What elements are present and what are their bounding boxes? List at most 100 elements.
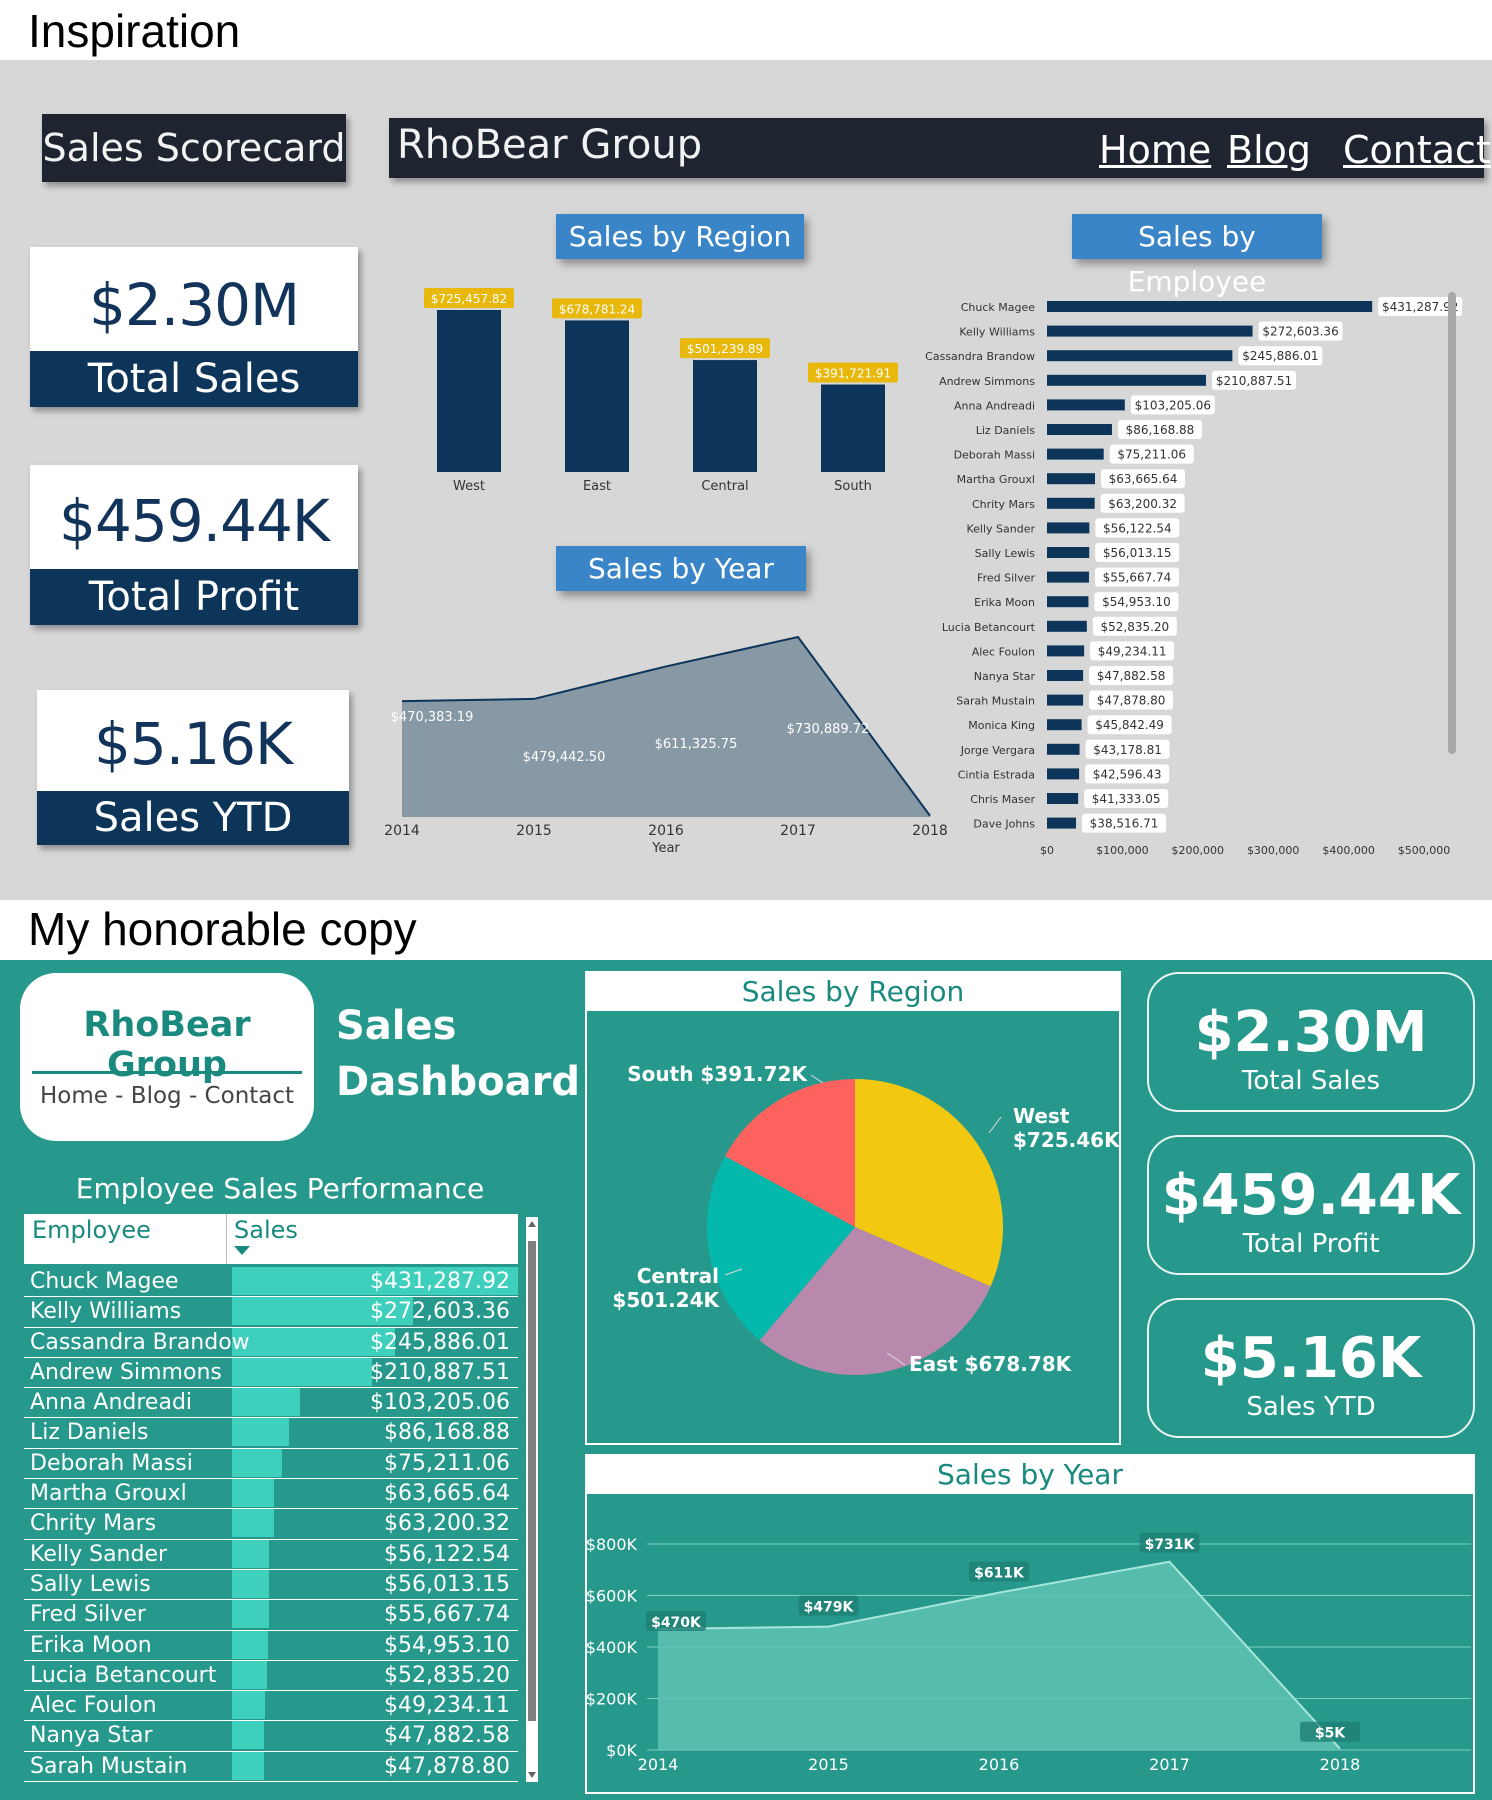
employee-name: Anna Andreadi — [954, 399, 1035, 412]
employee-bar — [1047, 719, 1082, 731]
table-row[interactable]: Erika Moon $54,953.10 — [24, 1630, 518, 1661]
employee-bar — [1047, 571, 1089, 583]
table-row[interactable]: Nanya Star $47,882.58 — [24, 1721, 518, 1752]
x-tick-label: $200,000 — [1172, 844, 1225, 857]
scroll-up-icon[interactable] — [528, 1221, 536, 1227]
data-label-bg — [1130, 395, 1215, 415]
data-label: $611K — [974, 1566, 1025, 1582]
kpi-total-sales: $2.30M Total Sales — [30, 247, 358, 407]
year-area — [402, 637, 930, 817]
kpi-sales-ytd: $5.16K Sales YTD — [37, 690, 349, 845]
sales-amount: $75,211.06 — [384, 1450, 510, 1476]
data-label: $38,516.71 — [1090, 817, 1159, 831]
region-bar — [821, 384, 885, 472]
employee-bar — [1047, 350, 1233, 362]
table-row[interactable]: Alec Foulon $49,234.11 — [24, 1691, 518, 1722]
x-tick-label: $500,000 — [1398, 844, 1451, 857]
employee-name: Martha Grouxl — [957, 473, 1035, 486]
table-row[interactable]: Chuck Magee $431,287.92 — [24, 1267, 518, 1298]
table-row[interactable]: Liz Daniels $86,168.88 — [24, 1418, 518, 1449]
data-label: $678,781.24 — [559, 302, 635, 316]
data-label-bg — [1258, 321, 1343, 341]
data-label: $56,013.15 — [1103, 546, 1172, 560]
copy-caption: My honorable copy — [28, 903, 417, 955]
employee-name: Liz Daniels — [976, 424, 1036, 437]
sales-amount: $63,665.64 — [384, 1481, 510, 1507]
scroll-down-icon[interactable] — [528, 1772, 536, 1778]
sales-bar — [232, 1327, 396, 1356]
brand-name: RhoBear Group — [397, 122, 703, 168]
brand-name: RhoBear Group — [83, 1005, 251, 1085]
data-label-bg — [798, 1595, 859, 1616]
column-header-employee[interactable]: Employee — [32, 1216, 151, 1244]
employee-bar — [1047, 645, 1085, 657]
employee-bar — [1047, 694, 1084, 706]
scrollbar[interactable] — [1448, 292, 1456, 754]
table-row[interactable]: Cassandra Brandow $245,886.01 — [24, 1327, 518, 1358]
data-label-bg — [1117, 420, 1202, 439]
kpi-value: $459.44K — [1161, 1163, 1461, 1228]
column-header-sales[interactable]: Sales — [234, 1216, 298, 1244]
table-row[interactable]: Deborah Massi $75,211.06 — [24, 1448, 518, 1480]
employee-table-title: Employee Sales Performance — [75, 1172, 485, 1205]
table-row[interactable]: Kelly Sander $56,122.54 — [24, 1539, 518, 1570]
kpi-label: Sales YTD — [37, 791, 349, 845]
employee-bar — [1047, 743, 1080, 755]
x-tick-label: $0 — [1040, 844, 1054, 857]
data-label: $42,596.43 — [1093, 767, 1162, 781]
data-label-bg — [1090, 641, 1175, 661]
region-pie-panel: Sales by Region West $725.46K East $678.78… — [585, 971, 1121, 1445]
inspiration-dashboard: Sales Scorecard RhoBear Group Home Blog … — [0, 60, 1492, 900]
region-bar — [693, 360, 757, 472]
kpi-value: $5.16K — [1200, 1326, 1422, 1391]
data-label: $730,889.72 — [787, 722, 870, 737]
data-label-bg — [808, 362, 898, 383]
kpi-value: $459.44K — [59, 487, 330, 555]
employee-bar-chart: Chuck Magee $431,287.92 Kelly Williams $272… — [925, 297, 1463, 857]
table-row[interactable]: Anna Andreadi $103,205.06 — [24, 1388, 518, 1419]
year-chart-title: Sales by Year — [556, 546, 806, 591]
data-label-bg — [424, 288, 514, 308]
data-label-bg — [1109, 444, 1194, 464]
table-scrollbar[interactable] — [526, 1217, 538, 1782]
employee-bar — [1047, 817, 1077, 829]
kpi-sales-ytd: $5.16K Sales YTD — [1147, 1298, 1475, 1438]
table-row[interactable]: Sally Lewis $56,013.15 — [24, 1569, 518, 1601]
sales-amount: $54,953.10 — [384, 1632, 510, 1658]
data-label-bg — [1084, 789, 1169, 808]
scroll-thumb[interactable] — [528, 1241, 536, 1721]
table-row[interactable]: Kelly Williams $272,603.36 — [24, 1297, 518, 1328]
employee-name: Dave Johns — [973, 818, 1035, 831]
table-row[interactable]: Martha Grouxl $63,665.64 — [24, 1479, 518, 1510]
employee-bar — [1047, 448, 1104, 460]
category-label: Central — [701, 479, 748, 494]
data-label-bg — [1092, 616, 1177, 636]
table-row[interactable]: Chrity Mars $63,200.32 — [24, 1509, 518, 1540]
year-line — [657, 1560, 1341, 1750]
nav-links[interactable]: Home - Blog - Contact — [39, 1083, 295, 1109]
kpi-label: Total Profit — [30, 569, 358, 625]
kpi-label: Total Sales — [1241, 1066, 1381, 1096]
kpi-label: Total Sales — [30, 351, 358, 407]
table-row[interactable]: Fred Silver $55,667.74 — [24, 1600, 518, 1631]
table-row[interactable]: Sarah Mustain $47,878.80 — [24, 1751, 518, 1783]
sort-desc-icon[interactable] — [234, 1246, 250, 1255]
table-row[interactable]: Lucia Betancourt $52,835.20 — [24, 1660, 518, 1692]
employee-bar — [1047, 374, 1207, 386]
employee-bar — [1047, 522, 1090, 534]
region-bar — [565, 320, 629, 472]
data-label-bg — [1094, 567, 1179, 587]
nav-home-link[interactable]: Home — [1099, 128, 1212, 172]
employee-bar — [1047, 473, 1096, 485]
year-area-panel: Sales by Year $0K $200K $400K $600K $800K $47… — [585, 1454, 1475, 1794]
data-label-bg — [1087, 715, 1172, 735]
nav-contact-link[interactable]: Contact — [1343, 128, 1491, 172]
leader-line — [886, 1352, 906, 1366]
data-label-bg — [646, 1610, 706, 1631]
x-tick-label: 2018 — [912, 823, 948, 839]
x-tick-label: $100,000 — [1096, 844, 1149, 857]
employee-name: Erika Moon — [30, 1632, 152, 1658]
nav-blog-link[interactable]: Blog — [1227, 128, 1311, 172]
table-row[interactable]: Andrew Simmons $210,887.51 — [24, 1357, 518, 1389]
data-label-bg — [1238, 346, 1323, 366]
